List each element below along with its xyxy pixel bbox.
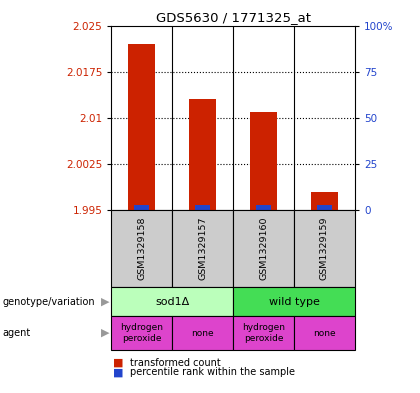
Bar bbox=[195, 205, 210, 210]
Text: none: none bbox=[192, 329, 214, 338]
Text: transformed count: transformed count bbox=[130, 358, 221, 368]
Text: agent: agent bbox=[2, 328, 30, 338]
Text: sod1Δ: sod1Δ bbox=[155, 297, 189, 307]
Text: none: none bbox=[313, 329, 336, 338]
Bar bbox=[250, 112, 277, 210]
Text: hydrogen
peroxide: hydrogen peroxide bbox=[242, 323, 285, 343]
Text: ■: ■ bbox=[113, 358, 124, 368]
Bar bbox=[317, 205, 332, 210]
Text: hydrogen
peroxide: hydrogen peroxide bbox=[120, 323, 163, 343]
Bar bbox=[134, 205, 149, 210]
Bar bbox=[311, 192, 338, 210]
Title: GDS5630 / 1771325_at: GDS5630 / 1771325_at bbox=[155, 11, 311, 24]
Text: GSM1329159: GSM1329159 bbox=[320, 217, 329, 280]
Bar bbox=[189, 99, 216, 210]
Text: ■: ■ bbox=[113, 367, 124, 377]
Bar bbox=[128, 44, 155, 210]
Text: wild type: wild type bbox=[268, 297, 320, 307]
Text: GSM1329158: GSM1329158 bbox=[137, 217, 146, 280]
Text: percentile rank within the sample: percentile rank within the sample bbox=[130, 367, 295, 377]
Text: GSM1329160: GSM1329160 bbox=[259, 217, 268, 280]
Bar bbox=[256, 205, 271, 210]
Text: genotype/variation: genotype/variation bbox=[2, 297, 95, 307]
Text: GSM1329157: GSM1329157 bbox=[198, 217, 207, 280]
Text: ▶: ▶ bbox=[101, 328, 109, 338]
Text: ▶: ▶ bbox=[101, 297, 109, 307]
